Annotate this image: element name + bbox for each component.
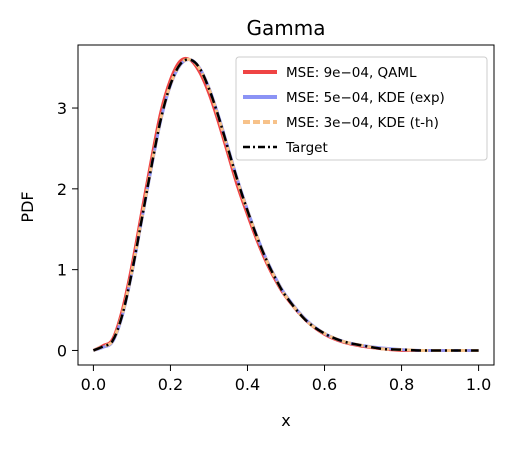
legend-label-1: MSE: 5e−04, KDE (exp) xyxy=(286,90,445,106)
legend-label-3: Target xyxy=(285,140,328,156)
chart-title: Gamma xyxy=(247,16,326,40)
x-tick-label: 1.0 xyxy=(466,375,491,394)
y-tick-label: 0 xyxy=(57,341,67,360)
legend-box xyxy=(235,56,488,161)
y-tick-label: 2 xyxy=(57,180,67,199)
series-lines xyxy=(92,56,479,353)
y-axis-ticks: 0 1 2 3 xyxy=(57,99,78,360)
x-tick-label: 0.8 xyxy=(389,375,414,394)
series-line-3 xyxy=(92,58,479,352)
x-tick-label: 0.6 xyxy=(312,375,337,394)
legend-label-0: MSE: 9e−04, QAML xyxy=(286,65,417,81)
legend: MSE: 9e−04, QAML MSE: 5e−04, KDE (exp) MSE… xyxy=(235,56,488,161)
x-axis-label: x xyxy=(281,411,290,430)
legend-label-2: MSE: 3e−04, KDE (t-h) xyxy=(286,115,439,131)
y-tick-label: 1 xyxy=(57,261,67,280)
x-tick-label: 0.0 xyxy=(81,375,106,394)
plot-frame xyxy=(77,44,495,366)
x-axis-ticks: 0.0 0.2 0.4 0.6 0.8 1.0 xyxy=(81,365,491,394)
x-tick-label: 0.2 xyxy=(158,375,183,394)
y-tick-label: 3 xyxy=(57,99,67,118)
x-tick-label: 0.4 xyxy=(235,375,260,394)
y-axis-label: PDF xyxy=(18,191,37,222)
